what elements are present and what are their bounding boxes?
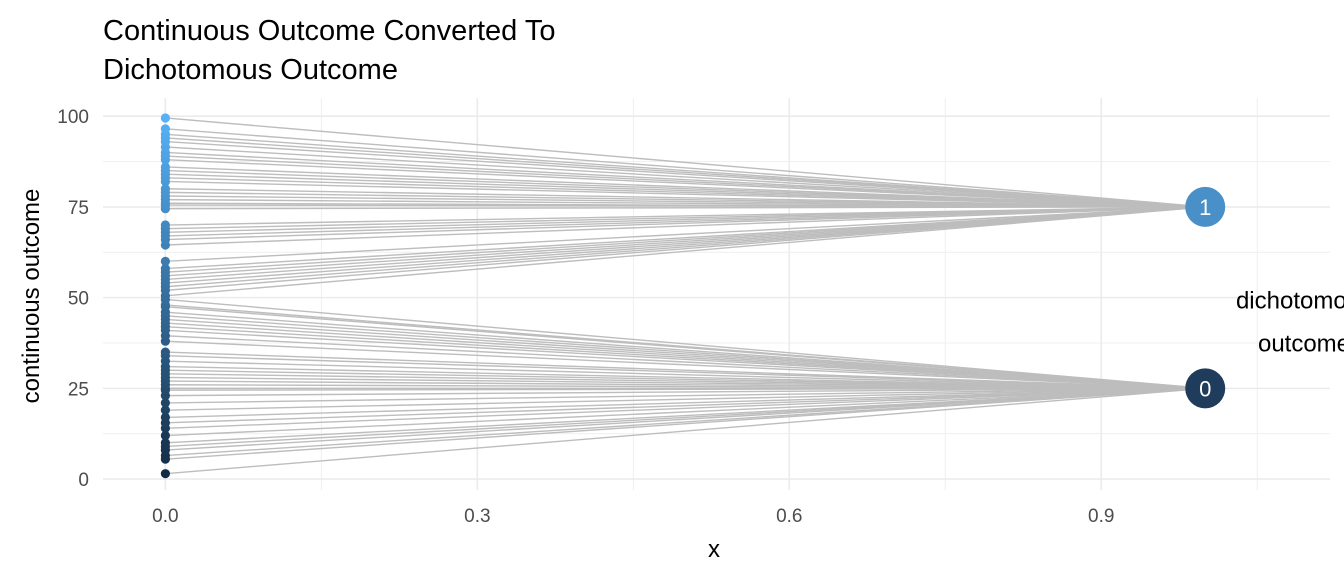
continuous-point	[160, 347, 170, 357]
continuous-point	[160, 184, 170, 194]
connector-line	[165, 117, 1206, 208]
x-tick-label: 0.0	[152, 506, 178, 527]
connector-line	[165, 166, 1206, 208]
dichotomous-node-label-1: 1	[1199, 195, 1211, 220]
connector-line	[165, 206, 1206, 297]
connector-line	[165, 351, 1206, 390]
y-tick-label: 75	[68, 198, 89, 219]
connector-line	[165, 146, 1206, 208]
continuous-point	[160, 263, 170, 274]
connector-line	[165, 133, 1206, 208]
connector-lines	[165, 117, 1206, 475]
x-tick-label: 0.6	[776, 506, 802, 527]
connector-line	[165, 206, 1206, 226]
dichotomous-node-1	[1185, 186, 1226, 227]
connector-line	[165, 335, 1206, 390]
connector-line	[165, 311, 1206, 390]
connector-line	[165, 128, 1206, 208]
connector-line	[165, 387, 1206, 429]
connector-line	[165, 365, 1206, 390]
connector-line	[165, 188, 1206, 208]
connector-line	[165, 360, 1206, 390]
connector-line	[165, 387, 1206, 475]
chart-title-line-2: Dichotomous Outcome	[103, 54, 398, 86]
annotation-line-2: outcome	[1258, 331, 1344, 358]
connector-line	[165, 387, 1206, 411]
connector-line	[165, 298, 1206, 390]
continuous-point	[160, 430, 170, 441]
continuous-point	[160, 256, 170, 266]
y-tick-label: 100	[57, 107, 89, 128]
connector-line	[165, 387, 1206, 437]
y-tick-label: 0	[78, 470, 89, 491]
connector-line	[165, 387, 1206, 397]
annotation-line-1: dichotomous	[1236, 288, 1344, 315]
continuous-point	[160, 162, 170, 172]
connector-line	[165, 387, 1206, 457]
connector-line	[165, 340, 1206, 390]
tick-labels: 0.0 0.3 0.6 0.9 0 25 50 75 100	[57, 107, 1114, 527]
connector-line	[165, 387, 1206, 419]
chart-title-line-1: Continuous Outcome Converted To	[103, 15, 555, 47]
continuous-point	[160, 124, 170, 134]
y-tick-label: 25	[68, 379, 89, 400]
continuous-point	[160, 398, 170, 408]
connector-line	[165, 387, 1206, 444]
connector-line	[165, 387, 1206, 404]
connector-line	[165, 206, 1206, 270]
x-axis-title: x	[708, 536, 720, 563]
connector-line	[165, 206, 1206, 246]
x-tick-label: 0.3	[464, 506, 490, 527]
connector-line	[165, 387, 1206, 424]
continuous-point	[160, 438, 170, 448]
connector-line	[165, 304, 1206, 390]
grid-layer	[103, 98, 1330, 490]
y-tick-label: 50	[68, 289, 89, 310]
continuous-point	[160, 113, 170, 123]
connector-line	[165, 206, 1206, 263]
dichotomous-node-0	[1185, 368, 1226, 409]
continuous-point	[160, 405, 170, 415]
x-tick-label: 0.9	[1088, 506, 1114, 527]
dichotomous-nodes: 10	[1185, 186, 1226, 409]
connector-line	[165, 151, 1206, 208]
continuous-points	[160, 113, 170, 479]
continuous-point	[160, 220, 170, 230]
continuous-point	[160, 412, 170, 423]
y-axis-title: continuous outcome	[18, 189, 45, 404]
continuous-point	[160, 469, 170, 479]
dichotomous-node-label-0: 0	[1199, 376, 1211, 401]
